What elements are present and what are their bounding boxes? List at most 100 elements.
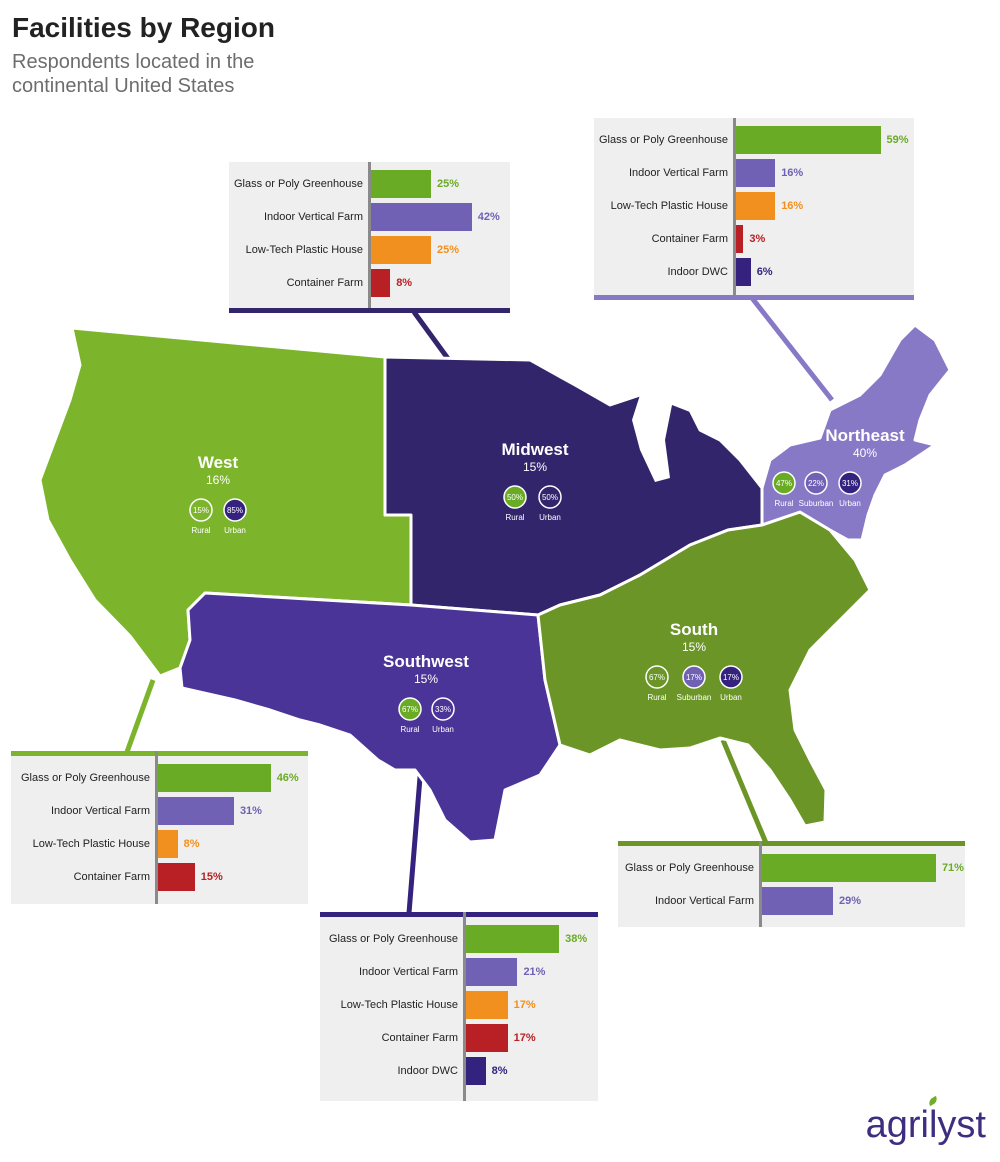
- bar: [158, 863, 195, 891]
- bar: [466, 958, 518, 986]
- bar-value-label: 3%: [749, 233, 766, 245]
- bar-label: Container Farm: [381, 1032, 458, 1044]
- bar: [371, 203, 472, 231]
- bar: [762, 887, 834, 915]
- bar: [466, 1024, 508, 1052]
- bar: [736, 258, 751, 286]
- share-label: Urban: [432, 725, 454, 734]
- region-name-south: South: [670, 620, 718, 639]
- bar-value-label: 59%: [886, 134, 909, 146]
- share-value: 50%: [542, 493, 558, 502]
- share-value: 47%: [776, 479, 792, 488]
- bar-label: Indoor Vertical Farm: [263, 211, 363, 223]
- bar: [466, 1057, 486, 1085]
- bar: [466, 991, 508, 1019]
- panel-southwest: Glass or Poly Greenhouse 38% Indoor Vertic…: [320, 912, 598, 1101]
- connector-south: [720, 739, 769, 844]
- region-pct-west: 16%: [206, 473, 230, 487]
- region-south[interactable]: [536, 510, 872, 828]
- bar: [466, 925, 560, 953]
- region-name-southwest: Southwest: [383, 652, 469, 671]
- agrilyst-logo: agrilyst: [865, 1095, 986, 1147]
- bar-value-label: 8%: [183, 838, 200, 850]
- share-circle: [838, 471, 862, 495]
- logo-text: agrilyst: [865, 1104, 986, 1146]
- great-lakes: [632, 380, 720, 482]
- share-circle: [772, 471, 796, 495]
- panel-northeast: Glass or Poly Greenhouse 59% Indoor Vertic…: [594, 118, 914, 300]
- bar-label: Indoor Vertical Farm: [654, 895, 754, 907]
- bar-value-label: 17%: [513, 1032, 536, 1044]
- bar-value-label: 38%: [565, 933, 588, 945]
- share-label: Urban: [839, 499, 861, 508]
- bar-value-label: 46%: [276, 772, 299, 784]
- share-value: 15%: [193, 506, 209, 515]
- share-label: Urban: [539, 513, 561, 522]
- bar-label: Container Farm: [651, 233, 728, 245]
- bar-label: Glass or Poly Greenhouse: [328, 933, 458, 945]
- panel-midwest: Glass or Poly Greenhouse 25% Indoor Vertic…: [229, 162, 510, 313]
- share-value: 33%: [435, 705, 451, 714]
- share-circle: [431, 697, 455, 721]
- share-label: Urban: [224, 526, 246, 535]
- connector-northeast: [750, 296, 834, 402]
- region-pct-south: 15%: [682, 640, 706, 654]
- bar-value-label: 31%: [239, 805, 262, 817]
- share-value: 67%: [402, 705, 418, 714]
- bar-value-label: 16%: [781, 167, 804, 179]
- share-label: Suburban: [677, 693, 712, 702]
- bar: [158, 764, 271, 792]
- bar-label: Indoor Vertical Farm: [628, 167, 728, 179]
- share-circle: [719, 665, 743, 689]
- region-name-northeast: Northeast: [825, 426, 905, 445]
- share-circle: [223, 498, 247, 522]
- share-label: Rural: [647, 693, 666, 702]
- share-label: Rural: [191, 526, 210, 535]
- bar: [736, 159, 776, 187]
- share-value: 17%: [686, 673, 702, 682]
- bar-value-label: 29%: [839, 895, 862, 907]
- region-pct-northeast: 40%: [853, 446, 877, 460]
- bar: [158, 830, 178, 858]
- share-circle: [398, 697, 422, 721]
- bar-label: Indoor DWC: [667, 266, 728, 278]
- bar-value-label: 21%: [523, 966, 546, 978]
- share-value: 31%: [842, 479, 858, 488]
- share-label: Rural: [774, 499, 793, 508]
- bar-label: Glass or Poly Greenhouse: [624, 862, 754, 874]
- bar: [371, 269, 391, 297]
- bar: [736, 126, 881, 154]
- share-circle: [682, 665, 706, 689]
- share-label: Suburban: [799, 499, 834, 508]
- page-subtitle: Respondents located in the continental U…: [12, 51, 255, 97]
- bar: [736, 192, 776, 220]
- share-value: 85%: [227, 506, 243, 515]
- bar-label: Indoor DWC: [397, 1065, 458, 1077]
- bar-value-label: 8%: [396, 277, 413, 289]
- share-label: Rural: [400, 725, 419, 734]
- bar: [371, 170, 431, 198]
- bar-label: Container Farm: [73, 871, 150, 883]
- bar-value-label: 25%: [437, 244, 460, 256]
- bar: [762, 854, 936, 882]
- bar-value-label: 8%: [491, 1065, 508, 1077]
- share-circle: [189, 498, 213, 522]
- region-name-west: West: [198, 453, 239, 472]
- bar-label: Low-Tech Plastic House: [610, 200, 728, 212]
- bar-label: Indoor Vertical Farm: [50, 805, 150, 817]
- bar-value-label: 17%: [513, 999, 536, 1011]
- region-name-midwest: Midwest: [501, 440, 568, 459]
- bar: [736, 225, 744, 253]
- bar-label: Glass or Poly Greenhouse: [20, 772, 150, 784]
- bar-value-label: 6%: [756, 266, 773, 278]
- bar: [371, 236, 431, 264]
- share-label: Urban: [720, 693, 742, 702]
- bar-label: Low-Tech Plastic House: [32, 838, 150, 850]
- share-circle: [804, 471, 828, 495]
- bar-value-label: 16%: [781, 200, 804, 212]
- share-value: 17%: [723, 673, 739, 682]
- page-title: Facilities by Region: [12, 12, 275, 43]
- bar-label: Glass or Poly Greenhouse: [598, 134, 728, 146]
- panel-south: Glass or Poly Greenhouse 71% Indoor Vertic…: [618, 841, 965, 927]
